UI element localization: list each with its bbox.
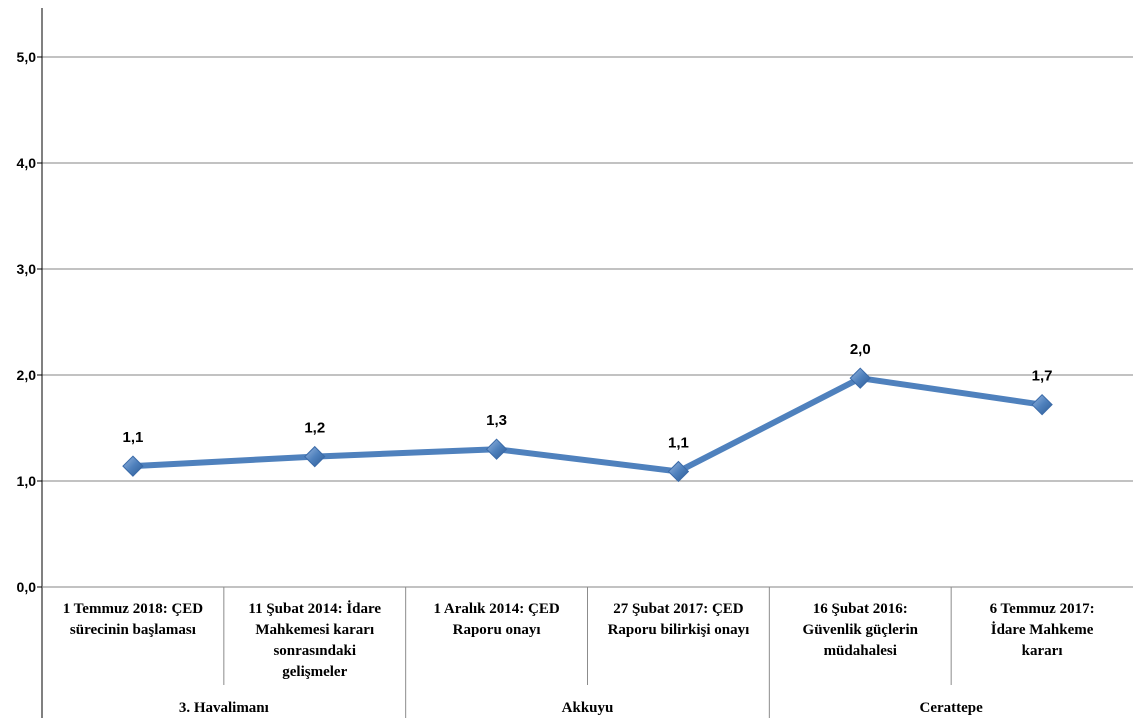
y-tick-label: 4,0 <box>17 155 37 171</box>
category-label: 16 Şubat 2016: <box>813 601 908 617</box>
data-point-marker <box>1031 393 1053 416</box>
data-point-marker <box>849 367 871 389</box>
data-label: 1,7 <box>1032 368 1053 385</box>
y-tick-labels: 0,0 1,0 2,0 3,0 4,0 5,0 <box>17 49 37 595</box>
data-label: 1,2 <box>304 420 325 437</box>
series-markers <box>122 367 1053 483</box>
axes <box>37 8 1133 718</box>
data-labels: 1,1 1,2 1,3 1,1 2,0 1,7 <box>122 341 1052 451</box>
y-tick-label: 0,0 <box>17 579 37 595</box>
y-tick-label: 5,0 <box>17 49 37 65</box>
data-label: 1,3 <box>486 412 507 429</box>
y-tick-label: 3,0 <box>17 261 37 277</box>
series-line <box>129 375 1046 475</box>
gridlines <box>42 56 1133 482</box>
data-label: 2,0 <box>850 341 871 358</box>
category-label: 1 Aralık 2014: ÇED <box>433 601 559 617</box>
category-labels: 1 Temmuz 2018: ÇED sürecinin başlaması 11 … <box>63 600 1095 680</box>
category-label: kararı <box>1022 643 1063 659</box>
data-label: 1,1 <box>668 434 689 451</box>
category-label: 6 Temmuz 2017: <box>990 601 1095 617</box>
series-line <box>129 375 1046 475</box>
data-point-marker <box>667 460 690 483</box>
data-label: 1,1 <box>122 429 143 446</box>
category-label: Güvenlik güçlerin <box>803 622 919 638</box>
category-label: gelişmeler <box>282 664 347 680</box>
category-label: 27 Şubat 2017: ÇED <box>613 601 744 617</box>
group-label: 3. Havalimanı <box>179 700 269 716</box>
category-label: müdahalesi <box>824 643 897 659</box>
category-label: 11 Şubat 2014: İdare <box>248 600 381 617</box>
data-point-marker <box>304 445 326 468</box>
data-point-marker <box>485 438 508 460</box>
category-label: Raporu onayı <box>453 622 541 638</box>
group-label: Akkuyu <box>562 700 614 716</box>
category-label: Mahkemesi kararı <box>255 622 374 638</box>
y-tick-label: 1,0 <box>17 473 37 489</box>
category-label: sürecinin başlaması <box>70 622 196 638</box>
category-label: sonrasındaki <box>273 643 356 659</box>
category-label: 1 Temmuz 2018: ÇED <box>63 601 204 617</box>
group-label: Cerattepe <box>920 700 984 716</box>
group-labels: 3. Havalimanı Akkuyu Cerattepe <box>179 700 983 716</box>
data-point-marker <box>122 455 144 477</box>
category-label: Raporu bilirkişi onayı <box>608 622 750 638</box>
y-tick-label: 2,0 <box>17 367 37 383</box>
category-label: İdare Mahkeme <box>991 621 1094 638</box>
